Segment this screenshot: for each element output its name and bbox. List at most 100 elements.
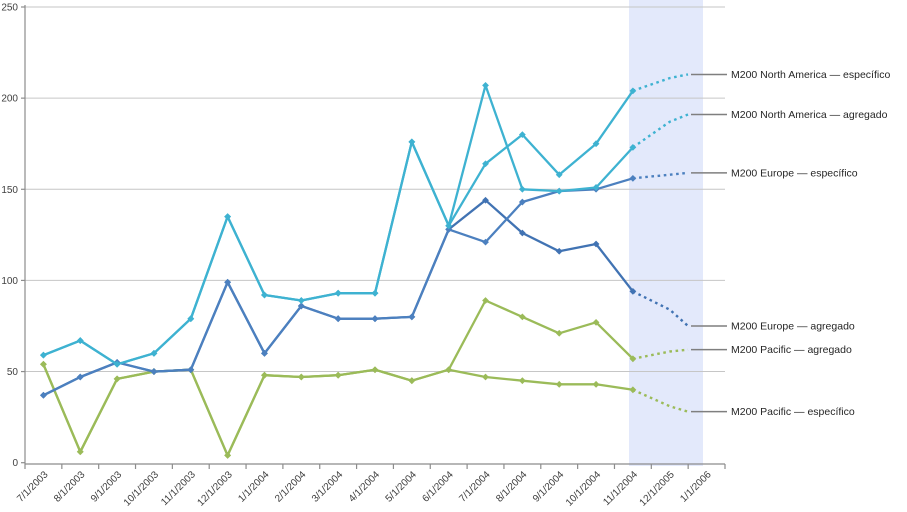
data-point-marker [445,222,453,230]
x-tick-label: 6/1/2004 [420,469,456,505]
series-label: M200 Pacific — agregado [731,344,852,356]
data-point-marker [482,81,489,89]
data-point-marker [113,360,121,368]
data-point-marker [187,315,195,323]
x-tick-label: 4/1/2004 [347,469,383,505]
y-tick-label: 100 [1,276,18,287]
y-tick-label: 200 [1,94,18,105]
x-tick-label: 9/1/2003 [89,469,125,505]
series-line [42,84,635,366]
data-point-marker [482,160,489,168]
x-tick-label: 1/1/2006 [678,469,714,505]
data-point-marker [371,289,379,297]
forecast-dotted-line [632,73,689,92]
data-point-marker [629,355,637,363]
data-point-marker [297,297,305,304]
data-point-marker [629,386,637,394]
series-line [42,89,635,366]
forecast-dotted-line [632,113,689,149]
data-point-marker [482,238,489,246]
data-point-marker [40,360,47,368]
data-point-marker [555,247,563,255]
data-point-marker [40,391,47,399]
data-point-marker [261,291,268,299]
data-point-marker [76,373,84,381]
x-tick-label: 2/1/2004 [273,469,309,505]
data-point-marker [555,329,563,337]
data-point-marker [297,373,305,381]
data-point-marker [224,213,232,221]
data-point-marker [592,140,600,148]
data-point-marker [592,318,600,326]
data-point-marker [445,225,453,233]
y-tick-label: 0 [12,458,18,469]
series-label: M200 North America — agregado [731,109,888,121]
x-tick-label: 3/1/2004 [310,469,346,505]
data-point-marker [555,380,563,388]
x-tick-label: 11/1/2003 [159,469,198,508]
data-point-marker [40,351,47,359]
y-tick-label: 250 [1,3,18,14]
data-point-marker [113,375,121,383]
forecast-dotted-line [632,388,689,413]
data-point-marker [297,302,305,310]
data-point-marker [518,313,526,321]
data-point-marker [334,371,342,379]
x-tick-label: 11/1/2004 [601,469,640,508]
x-tick-label: 8/1/2004 [494,469,530,505]
data-point-marker [76,448,84,456]
data-point-marker [518,131,526,138]
series-line [42,177,635,397]
x-tick-label: 8/1/2003 [52,469,88,505]
data-point-marker [629,143,637,151]
forecast-band [629,0,703,466]
x-tick-label: 5/1/2004 [384,469,420,505]
x-tick-label: 12/1/2005 [638,469,678,509]
data-point-marker [555,187,563,195]
data-point-marker [592,380,600,388]
data-point-marker [187,366,195,374]
data-point-marker [518,229,526,237]
data-point-marker [408,138,416,146]
data-point-marker [629,174,637,182]
data-point-marker [224,452,232,459]
data-point-marker [518,198,526,206]
data-point-marker [482,196,489,204]
data-point-marker [629,287,637,295]
x-tick-label: 7/1/2003 [15,469,51,505]
data-point-marker [482,297,489,304]
x-tick-label: 1/1/2004 [236,469,272,505]
data-point-marker [482,373,489,381]
data-point-marker [150,349,158,357]
data-point-marker [224,278,232,286]
data-point-marker [150,368,158,375]
series-label: M200 Pacific — específico [731,406,855,418]
data-point-marker [518,377,526,385]
x-tick-label: 9/1/2004 [531,469,567,505]
y-tick-label: 150 [1,185,18,196]
x-tick-label: 10/1/2004 [564,469,604,509]
forecast-dotted-line [632,290,689,327]
series-label: M200 Europe — específico [731,167,858,179]
data-point-marker [408,313,416,321]
y-tick-label: 50 [7,367,19,378]
data-point-marker [371,315,379,323]
data-point-marker [518,185,526,193]
data-point-marker [629,87,637,95]
data-point-marker [592,184,600,191]
data-point-marker [555,171,563,179]
series-label: M200 Europe — agregado [731,320,855,332]
x-tick-label: 12/1/2003 [196,469,236,509]
x-tick-label: 10/1/2003 [122,469,162,509]
data-point-marker [445,366,453,374]
series-label: M200 North America — específico [731,69,890,81]
data-point-marker [261,371,268,379]
data-point-marker [592,240,600,248]
data-point-marker [408,377,416,385]
data-point-marker [371,366,379,374]
data-point-marker [76,337,84,344]
data-point-marker [334,315,342,323]
forecast-dotted-line [632,348,689,360]
